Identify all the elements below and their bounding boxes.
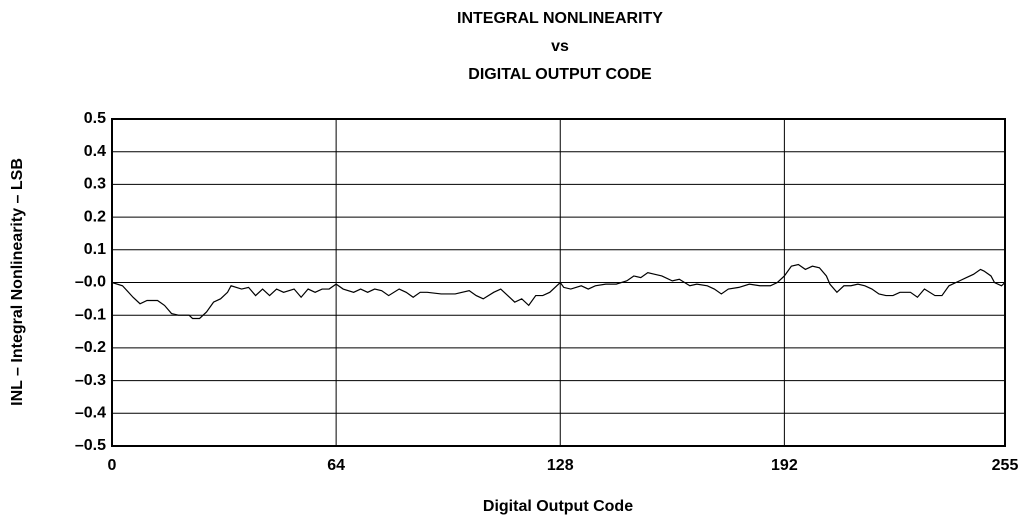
y-tick-label: –0.2: [75, 339, 106, 356]
chart-title: INTEGRAL NONLINEARITY: [457, 10, 663, 27]
x-tick-label: 0: [108, 457, 117, 474]
y-tick-label: 0.2: [84, 208, 106, 225]
x-tick-label: 255: [992, 457, 1019, 474]
x-axis-label: Digital Output Code: [483, 498, 633, 515]
y-axis-label: INL – Integral Nonlinearity – LSB: [9, 158, 26, 406]
y-tick-label: 0.5: [84, 110, 106, 127]
y-tick-label: –0.5: [75, 437, 106, 454]
x-tick-label: 128: [547, 457, 574, 474]
y-tick-label: –0.0: [75, 274, 106, 291]
data-line: [111, 263, 1006, 320]
y-tick-label: –0.4: [75, 405, 106, 422]
y-tick-label: 0.4: [84, 143, 106, 160]
y-tick-label: 0.1: [84, 241, 106, 258]
x-tick-label: 192: [771, 457, 798, 474]
chart-title: DIGITAL OUTPUT CODE: [468, 66, 652, 83]
y-tick-label: –0.3: [75, 372, 106, 389]
y-tick-label: 0.3: [84, 176, 106, 193]
y-tick-label: –0.1: [75, 306, 106, 323]
x-tick-label: 64: [327, 457, 345, 474]
chart-title: vs: [551, 38, 569, 55]
